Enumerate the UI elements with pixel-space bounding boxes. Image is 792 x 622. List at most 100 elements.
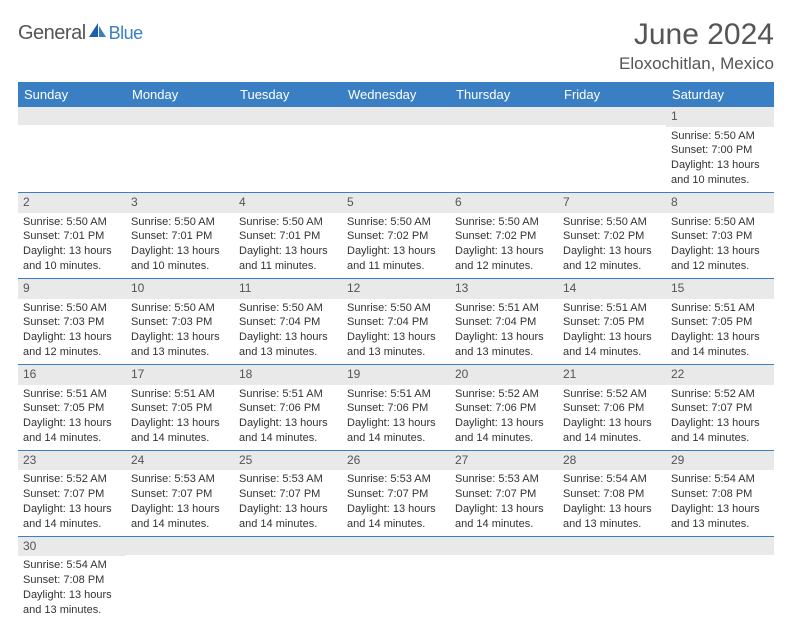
- weekday-header: Wednesday: [342, 82, 450, 107]
- day-details: Sunrise: 5:53 AMSunset: 7:07 PMDaylight:…: [234, 470, 342, 535]
- weekday-header: Saturday: [666, 82, 774, 107]
- calendar-cell: 11Sunrise: 5:50 AMSunset: 7:04 PMDayligh…: [234, 278, 342, 364]
- day-number: [126, 537, 234, 555]
- day-detail-line: Daylight: 13 hours: [347, 330, 445, 345]
- day-detail-line: Daylight: 13 hours: [455, 502, 553, 517]
- day-number: 20: [450, 365, 558, 385]
- day-details: Sunrise: 5:50 AMSunset: 7:03 PMDaylight:…: [666, 213, 774, 278]
- day-detail-line: Daylight: 13 hours: [455, 416, 553, 431]
- calendar-cell: 23Sunrise: 5:52 AMSunset: 7:07 PMDayligh…: [18, 450, 126, 536]
- day-detail-line: Sunset: 7:07 PM: [455, 487, 553, 502]
- day-details: Sunrise: 5:52 AMSunset: 7:07 PMDaylight:…: [666, 385, 774, 450]
- day-details: Sunrise: 5:52 AMSunset: 7:06 PMDaylight:…: [450, 385, 558, 450]
- day-detail-line: Sunset: 7:04 PM: [239, 315, 337, 330]
- day-detail-line: Sunset: 7:04 PM: [455, 315, 553, 330]
- day-number: 11: [234, 279, 342, 299]
- calendar-cell: 21Sunrise: 5:52 AMSunset: 7:06 PMDayligh…: [558, 364, 666, 450]
- weekday-header: Sunday: [18, 82, 126, 107]
- day-detail-line: Daylight: 13 hours: [23, 244, 121, 259]
- day-detail-line: Sunset: 7:06 PM: [347, 401, 445, 416]
- day-number: 28: [558, 451, 666, 471]
- day-number: [234, 107, 342, 125]
- day-details: Sunrise: 5:50 AMSunset: 7:01 PMDaylight:…: [18, 213, 126, 278]
- day-number: 2: [18, 193, 126, 213]
- day-details: Sunrise: 5:53 AMSunset: 7:07 PMDaylight:…: [342, 470, 450, 535]
- calendar-cell: [234, 107, 342, 192]
- day-detail-line: Daylight: 13 hours: [131, 244, 229, 259]
- day-detail-line: Daylight: 13 hours: [131, 416, 229, 431]
- day-number: [558, 537, 666, 555]
- calendar-cell: [558, 107, 666, 192]
- day-detail-line: Sunset: 7:05 PM: [23, 401, 121, 416]
- calendar-cell: 30Sunrise: 5:54 AMSunset: 7:08 PMDayligh…: [18, 536, 126, 621]
- calendar-cell: [342, 536, 450, 621]
- calendar-cell: [450, 536, 558, 621]
- calendar-cell: 1Sunrise: 5:50 AMSunset: 7:00 PMDaylight…: [666, 107, 774, 192]
- day-detail-line: Sunrise: 5:53 AM: [347, 472, 445, 487]
- month-title: June 2024: [619, 18, 774, 52]
- day-detail-line: Daylight: 13 hours: [347, 502, 445, 517]
- day-detail-line: Sunrise: 5:50 AM: [455, 215, 553, 230]
- day-number: [18, 107, 126, 125]
- day-number: 29: [666, 451, 774, 471]
- day-detail-line: and 14 minutes.: [671, 345, 769, 360]
- day-detail-line: Sunrise: 5:51 AM: [455, 301, 553, 316]
- day-number: 24: [126, 451, 234, 471]
- day-detail-line: Sunrise: 5:52 AM: [23, 472, 121, 487]
- day-details: Sunrise: 5:51 AMSunset: 7:06 PMDaylight:…: [342, 385, 450, 450]
- day-detail-line: Sunrise: 5:50 AM: [563, 215, 661, 230]
- day-details: Sunrise: 5:53 AMSunset: 7:07 PMDaylight:…: [450, 470, 558, 535]
- day-number: 30: [18, 537, 126, 557]
- day-detail-line: Sunrise: 5:50 AM: [671, 129, 769, 144]
- calendar-cell: 4Sunrise: 5:50 AMSunset: 7:01 PMDaylight…: [234, 192, 342, 278]
- day-detail-line: and 14 minutes.: [239, 431, 337, 446]
- day-detail-line: Daylight: 13 hours: [347, 416, 445, 431]
- calendar-cell: 3Sunrise: 5:50 AMSunset: 7:01 PMDaylight…: [126, 192, 234, 278]
- calendar-cell: [126, 107, 234, 192]
- day-number: [342, 107, 450, 125]
- calendar-row: 23Sunrise: 5:52 AMSunset: 7:07 PMDayligh…: [18, 450, 774, 536]
- day-detail-line: Sunset: 7:00 PM: [671, 143, 769, 158]
- day-detail-line: Daylight: 13 hours: [671, 330, 769, 345]
- calendar-row: 30Sunrise: 5:54 AMSunset: 7:08 PMDayligh…: [18, 536, 774, 621]
- day-detail-line: Sunset: 7:07 PM: [23, 487, 121, 502]
- logo: General Blue: [18, 18, 143, 45]
- day-number: [558, 107, 666, 125]
- calendar-cell: 18Sunrise: 5:51 AMSunset: 7:06 PMDayligh…: [234, 364, 342, 450]
- calendar-cell: 25Sunrise: 5:53 AMSunset: 7:07 PMDayligh…: [234, 450, 342, 536]
- day-detail-line: and 13 minutes.: [455, 345, 553, 360]
- calendar-cell: 20Sunrise: 5:52 AMSunset: 7:06 PMDayligh…: [450, 364, 558, 450]
- day-detail-line: Sunset: 7:01 PM: [131, 229, 229, 244]
- day-number: 4: [234, 193, 342, 213]
- day-detail-line: and 14 minutes.: [131, 431, 229, 446]
- day-detail-line: Daylight: 13 hours: [671, 416, 769, 431]
- calendar-cell: 24Sunrise: 5:53 AMSunset: 7:07 PMDayligh…: [126, 450, 234, 536]
- day-detail-line: Sunrise: 5:51 AM: [131, 387, 229, 402]
- day-detail-line: and 14 minutes.: [455, 431, 553, 446]
- day-detail-line: and 12 minutes.: [23, 345, 121, 360]
- calendar-cell: 9Sunrise: 5:50 AMSunset: 7:03 PMDaylight…: [18, 278, 126, 364]
- day-details: Sunrise: 5:50 AMSunset: 7:04 PMDaylight:…: [234, 299, 342, 364]
- day-detail-line: Sunrise: 5:50 AM: [347, 301, 445, 316]
- day-number: 7: [558, 193, 666, 213]
- calendar-row: 2Sunrise: 5:50 AMSunset: 7:01 PMDaylight…: [18, 192, 774, 278]
- calendar-cell: 13Sunrise: 5:51 AMSunset: 7:04 PMDayligh…: [450, 278, 558, 364]
- day-detail-line: Sunset: 7:02 PM: [563, 229, 661, 244]
- day-detail-line: Sunrise: 5:51 AM: [671, 301, 769, 316]
- day-details: Sunrise: 5:51 AMSunset: 7:05 PMDaylight:…: [18, 385, 126, 450]
- day-number: [342, 537, 450, 555]
- day-details: Sunrise: 5:51 AMSunset: 7:05 PMDaylight:…: [126, 385, 234, 450]
- weekday-header: Thursday: [450, 82, 558, 107]
- day-detail-line: and 14 minutes.: [563, 345, 661, 360]
- calendar-cell: [342, 107, 450, 192]
- day-detail-line: Sunset: 7:02 PM: [347, 229, 445, 244]
- calendar-cell: 10Sunrise: 5:50 AMSunset: 7:03 PMDayligh…: [126, 278, 234, 364]
- day-detail-line: Sunset: 7:07 PM: [347, 487, 445, 502]
- day-detail-line: Daylight: 13 hours: [671, 502, 769, 517]
- day-detail-line: Sunrise: 5:51 AM: [563, 301, 661, 316]
- title-block: June 2024 Eloxochitlan, Mexico: [619, 18, 774, 74]
- day-number: 14: [558, 279, 666, 299]
- day-details: Sunrise: 5:54 AMSunset: 7:08 PMDaylight:…: [18, 556, 126, 621]
- day-details: Sunrise: 5:50 AMSunset: 7:01 PMDaylight:…: [234, 213, 342, 278]
- day-detail-line: Sunrise: 5:53 AM: [131, 472, 229, 487]
